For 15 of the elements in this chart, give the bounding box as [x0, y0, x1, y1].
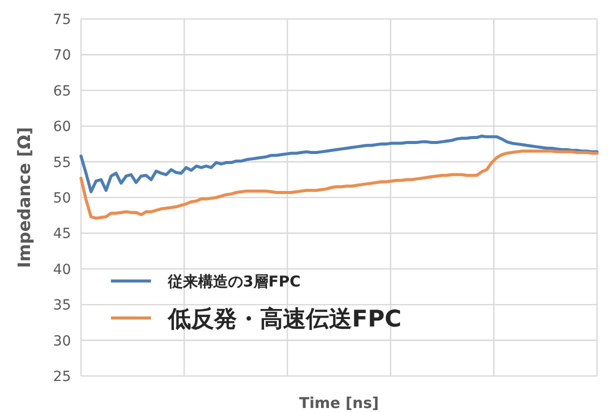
ytick: 50 — [53, 190, 71, 206]
ytick: 45 — [53, 226, 71, 242]
ytick: 65 — [53, 83, 71, 100]
legend-label: 従来構造の3層FPC — [168, 272, 301, 290]
ytick: 30 — [53, 333, 71, 350]
ytick: 70 — [53, 48, 71, 64]
ytick: 55 — [53, 154, 71, 171]
ytick: 60 — [53, 119, 71, 136]
ytick: 75 — [53, 12, 71, 28]
ytick: 40 — [53, 262, 71, 278]
ytick: 25 — [53, 369, 71, 385]
xlabel: Time [ns] — [299, 394, 379, 412]
ytick: 35 — [53, 298, 71, 314]
legend-label: 低反発・高速伝送FPC — [168, 306, 402, 332]
ylabel: Impedance [Ω] — [15, 127, 35, 268]
